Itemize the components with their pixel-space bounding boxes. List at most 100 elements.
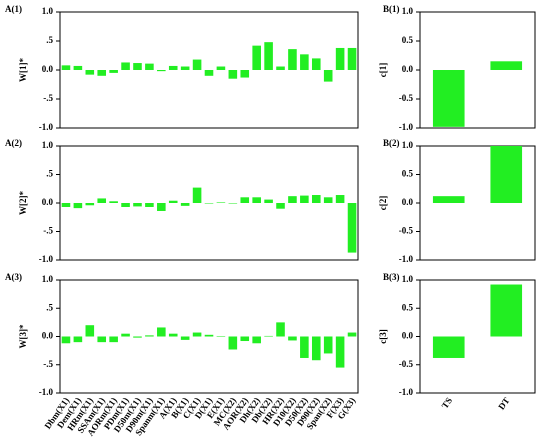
bar (347, 47, 357, 70)
bar (180, 66, 190, 70)
bar (311, 195, 321, 203)
y-tick-label: 1.0 (402, 140, 414, 150)
bar (61, 336, 71, 344)
bar (288, 336, 297, 341)
bar (133, 203, 142, 207)
y-tick-label: 0.5 (402, 169, 414, 179)
bar (228, 70, 238, 79)
bar (252, 45, 261, 70)
bar (311, 336, 321, 361)
bar (97, 198, 107, 203)
bar (300, 195, 309, 203)
bar (490, 146, 523, 203)
bar (276, 66, 285, 70)
bar (323, 197, 333, 203)
bar (133, 336, 142, 338)
x-tick-label: TS (440, 396, 455, 411)
bar (204, 203, 214, 204)
bar (432, 336, 465, 358)
y-tick-label: 1.0 (402, 6, 414, 16)
bar (73, 65, 83, 70)
panel-title: B(2) (383, 138, 400, 148)
bar (133, 63, 142, 70)
bar (276, 322, 285, 337)
bar (240, 70, 250, 78)
bar (276, 203, 285, 209)
y-axis-label: W[3]* (18, 324, 28, 348)
bar (192, 59, 202, 70)
bar (109, 336, 118, 343)
y-tick-label: 0.0 (42, 331, 54, 341)
bar (335, 336, 345, 368)
bar (490, 61, 523, 70)
bar (300, 336, 309, 358)
y-tick-label: .5 (46, 169, 53, 179)
bar (204, 70, 214, 76)
bar (97, 336, 107, 343)
bar (61, 203, 71, 207)
y-tick-label: 0.0 (42, 197, 54, 207)
bar (121, 62, 130, 70)
bar (168, 333, 178, 337)
bar (180, 336, 190, 340)
y-axis-label: c[3] (378, 329, 388, 344)
y-tick-label: 1.0 (42, 140, 54, 150)
y-axis-label: c[1] (378, 63, 388, 78)
y-axis-label: W[1]* (18, 58, 28, 82)
bar (85, 70, 95, 75)
y-axis-label: W[2]* (18, 191, 28, 215)
bar (97, 70, 107, 76)
y-tick-label: 1.0 (42, 274, 54, 284)
y-tick-label: -1.0 (39, 122, 54, 132)
y-tick-label: -.5 (43, 359, 53, 369)
panel-title: A(1) (5, 4, 22, 14)
bar (145, 203, 154, 207)
bar (252, 336, 261, 344)
bar (288, 49, 297, 70)
y-tick-label: -1.0 (399, 254, 414, 264)
bar (323, 336, 333, 354)
bar (73, 336, 83, 343)
bar (192, 187, 202, 203)
y-tick-label: -0.5 (399, 93, 414, 103)
bar (432, 196, 465, 203)
bar (216, 66, 226, 70)
x-tick-label: DT (496, 396, 511, 412)
bar (157, 70, 166, 72)
panel-title: B(1) (383, 4, 400, 14)
y-tick-label: 1.0 (402, 274, 414, 284)
panel-title: A(2) (5, 138, 22, 148)
bar (347, 332, 357, 337)
y-tick-label: -1.0 (399, 122, 414, 132)
bar (85, 203, 95, 206)
bar (323, 70, 333, 82)
y-tick-label: -1.0 (399, 387, 414, 397)
y-tick-label: 0.0 (402, 197, 414, 207)
bar (228, 336, 238, 350)
bar (168, 200, 178, 203)
bar (347, 203, 357, 253)
y-tick-label: -1.0 (39, 387, 54, 397)
bar (264, 335, 273, 337)
bar (180, 203, 190, 206)
bar (228, 203, 238, 204)
bar (73, 203, 83, 209)
y-tick-label: -.5 (43, 226, 53, 236)
bar (311, 58, 321, 70)
bar (335, 195, 345, 203)
bar (432, 70, 465, 127)
bar (168, 65, 178, 70)
bar (240, 197, 250, 203)
bar (216, 202, 226, 203)
bar (145, 335, 154, 337)
bar (157, 327, 166, 337)
y-tick-label: .5 (46, 302, 53, 312)
y-tick-label: -1.0 (39, 254, 54, 264)
y-tick-label: 0.5 (402, 35, 414, 45)
y-tick-label: 0.0 (42, 64, 54, 74)
bar (335, 47, 345, 70)
bar (264, 199, 273, 203)
panel-title: B(3) (383, 272, 400, 282)
y-tick-label: -0.5 (399, 359, 414, 369)
